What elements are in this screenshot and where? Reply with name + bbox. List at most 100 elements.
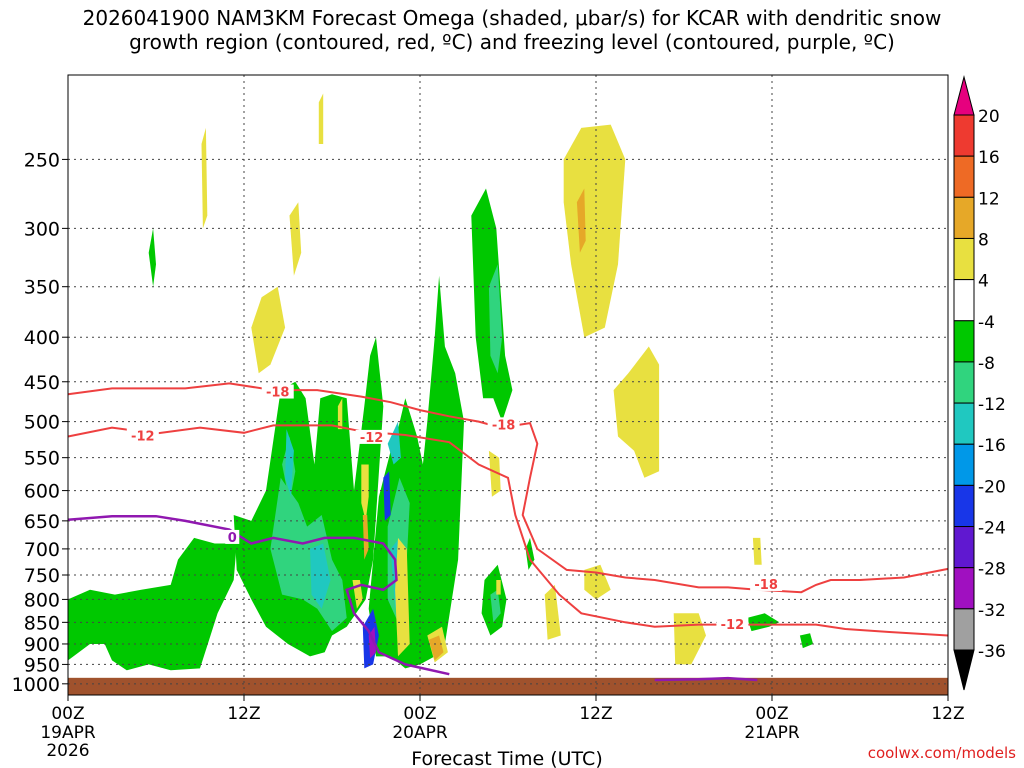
- omega-region: [251, 286, 286, 374]
- contour-label-bg: [126, 428, 159, 443]
- omega-region: [383, 471, 391, 521]
- dgz-contour-label: -12: [360, 431, 384, 446]
- x-tick-label: 12Z: [931, 704, 964, 724]
- omega-region: [233, 337, 384, 657]
- colorbar-label: -24: [978, 519, 1006, 539]
- colorbar-label: 12: [978, 189, 1000, 209]
- x-tick-date: 19APR: [40, 723, 96, 743]
- contour-label-bg: [716, 617, 749, 632]
- title-line-2: growth region (contoured, red, ºC) and f…: [129, 30, 895, 54]
- freezing-level-contour-lower: [654, 676, 758, 682]
- omega-region: [613, 346, 660, 478]
- colorbar-bottom-arrow: [953, 649, 975, 691]
- omega-region: [310, 543, 331, 609]
- y-tick-label: 700: [24, 539, 60, 561]
- x-tick-year: 2026: [46, 741, 89, 761]
- contour-label-bg: [261, 384, 294, 399]
- dgz-contour: [67, 424, 949, 637]
- x-tick-label: 00Z: [403, 704, 436, 724]
- omega-region: [361, 464, 369, 521]
- dgz-contour-label: -18: [266, 386, 290, 401]
- colorbar-segment: [953, 526, 975, 569]
- omega-region: [563, 124, 626, 338]
- omega-region: [799, 633, 814, 649]
- colorbar-label: 20: [978, 107, 1000, 127]
- colorbar-label: -4: [978, 313, 995, 333]
- omega-region: [395, 537, 410, 657]
- y-tick-label: 750: [24, 565, 60, 587]
- y-tick-label: 950: [24, 654, 60, 676]
- y-tick-label: 600: [24, 481, 60, 503]
- y-tick-label: 250: [24, 149, 60, 171]
- y-tick-label: 1000: [12, 674, 60, 696]
- omega-region: [428, 635, 444, 661]
- y-tick-label: 850: [24, 612, 60, 634]
- chart-title: 2026041900 NAM3KM Forecast Omega (shaded…: [0, 6, 1024, 54]
- colorbar-segment: [953, 484, 975, 528]
- contour-label-bg: [750, 576, 783, 591]
- omega-region: [318, 93, 324, 144]
- colorbar-segment: [953, 608, 975, 651]
- colorbar-label: -12: [978, 395, 1006, 415]
- ground-layer: [68, 677, 948, 695]
- dgz-contour: [67, 382, 949, 594]
- omega-region: [752, 537, 762, 565]
- plot-frame: [67, 74, 949, 696]
- omega-region: [525, 537, 535, 570]
- y-tick-label: 300: [24, 218, 60, 240]
- colorbar-label: -28: [978, 560, 1006, 580]
- y-tick-label: 900: [24, 634, 60, 656]
- omega-region: [285, 429, 294, 497]
- dgz-contour-label: -18: [492, 418, 516, 433]
- omega-region: [68, 537, 237, 671]
- colorbar-label: 8: [978, 230, 989, 250]
- omega-region: [362, 515, 369, 560]
- dgz-contour-label: -12: [131, 429, 155, 444]
- x-tick-label: 00Z: [755, 704, 788, 724]
- colorbar-segment: [953, 196, 975, 239]
- colorbar-segment: [953, 114, 975, 157]
- omega-region: [490, 589, 501, 623]
- y-tick-label: 350: [24, 277, 60, 299]
- contour-label-bg: [487, 417, 520, 432]
- omega-region: [496, 580, 501, 595]
- x-tick-label: 12Z: [579, 704, 612, 724]
- grid-lines: [67, 75, 949, 695]
- colorbar-segment: [953, 443, 975, 486]
- x-tick-label: 00Z: [51, 704, 84, 724]
- omega-region: [148, 228, 156, 287]
- freezing-contour-label: 0: [228, 531, 237, 546]
- omega-region: [544, 584, 561, 640]
- omega-region: [270, 477, 347, 632]
- colorbar-label: -32: [978, 601, 1006, 621]
- colorbar-segment: [953, 237, 975, 281]
- colorbar-top-arrow: [953, 75, 975, 116]
- temperature-contours: -18 -12 -12 -18 -18 -12 0: [67, 382, 949, 682]
- y-axis: 2503003504004505005506006507007508008509…: [12, 149, 68, 696]
- x-tick-date: 20APR: [392, 723, 448, 743]
- y-tick-label: 500: [24, 412, 60, 434]
- y-tick-label: 450: [24, 372, 60, 394]
- freezing-level-contour: [67, 514, 450, 676]
- colorbar-label: -8: [978, 354, 995, 374]
- colorbar-segment: [953, 279, 975, 322]
- dgz-contour-label: -12: [721, 618, 745, 633]
- omega-region: [584, 564, 611, 600]
- contour-label-bg: [225, 529, 240, 544]
- y-tick-label: 550: [24, 448, 60, 470]
- colorbar-label: -16: [978, 436, 1006, 456]
- omega-region: [201, 127, 208, 229]
- omega-region: [673, 613, 706, 665]
- title-line-1: 2026041900 NAM3KM Forecast Omega (shaded…: [82, 6, 942, 30]
- colorbar-label: 16: [978, 148, 1000, 168]
- omega-region: [747, 613, 780, 632]
- dgz-contour-label: -18: [754, 578, 778, 593]
- contour-label-bg: [355, 429, 388, 444]
- colorbar-label: 4: [978, 272, 989, 292]
- omega-region: [387, 421, 401, 465]
- colorbar-segment: [953, 567, 975, 610]
- omega-region: [368, 275, 464, 669]
- colorbar-label: -20: [978, 477, 1006, 497]
